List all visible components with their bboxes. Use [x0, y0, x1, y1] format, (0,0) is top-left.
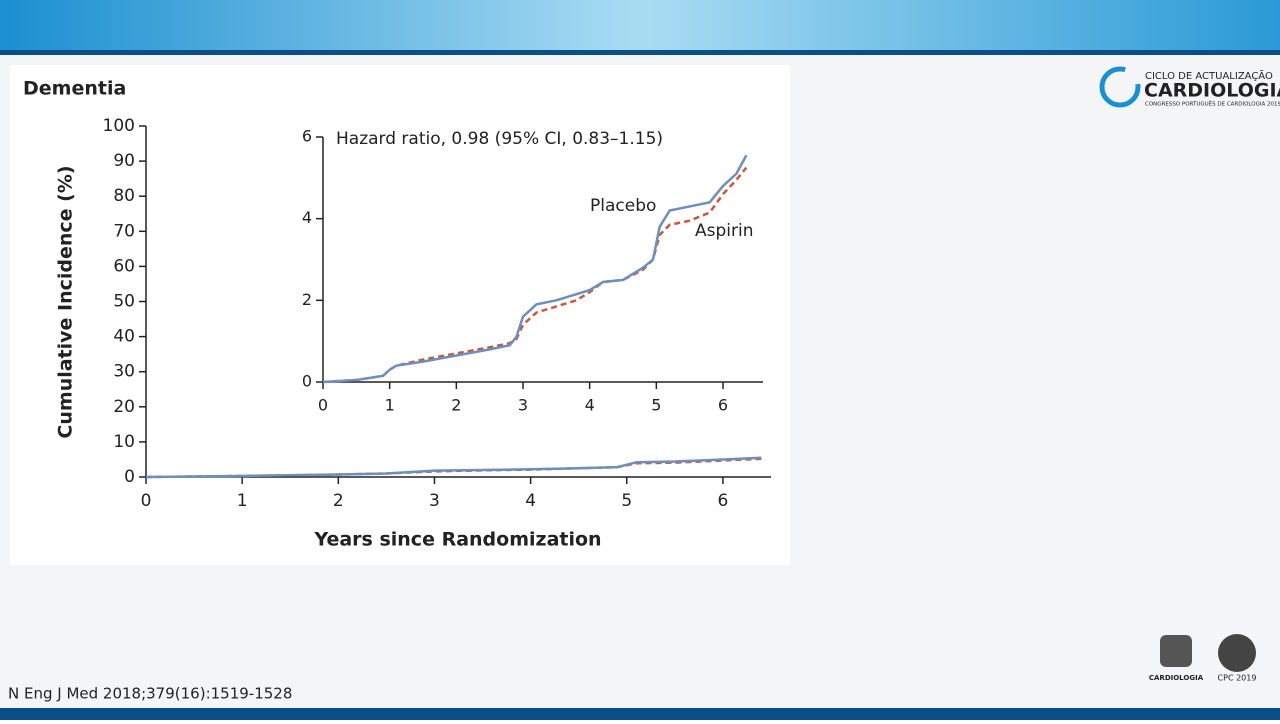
y-tick-label: 30 [113, 362, 135, 382]
x-tick-label: 1 [237, 491, 248, 511]
y-tick-label: 50 [113, 292, 135, 312]
x-tick-label: 5 [621, 491, 632, 511]
society-icon [1160, 635, 1192, 667]
y-tick-label: 10 [113, 432, 135, 452]
series-line [322, 154, 748, 384]
x-tick-label: 6 [718, 491, 729, 511]
logo-text: CARDIOLOGIA [1144, 80, 1280, 102]
chart-title: Dementia [23, 78, 126, 100]
y-tick-label: 0 [302, 372, 312, 391]
citation: N Eng J Med 2018;379(16):1519-1528 [8, 685, 292, 703]
y-tick-label: 80 [113, 186, 135, 206]
logo-ring [1099, 66, 1141, 108]
y-tick-label: 6 [302, 127, 312, 146]
x-tick-label: 3 [518, 396, 528, 415]
x-tick-label: 4 [585, 396, 595, 415]
y-axis-label: Cumulative Incidence (%) [55, 165, 77, 438]
cpc-text: CPC 2019 [1218, 674, 1257, 683]
y-tick-label: 70 [113, 221, 135, 241]
cpc-icon [1218, 634, 1256, 672]
chart-panel [10, 65, 790, 565]
series-label: Placebo [590, 196, 656, 216]
y-tick-label: 4 [302, 208, 312, 227]
x-tick-label: 6 [718, 396, 728, 415]
series-label: Aspirin [695, 221, 754, 241]
footer-stripe [0, 708, 1280, 720]
series-line [145, 456, 762, 479]
x-tick-label: 1 [385, 396, 395, 415]
header-banner [0, 0, 1280, 50]
y-tick-label: 100 [103, 116, 135, 136]
y-tick-label: 40 [113, 327, 135, 347]
x-tick-label: 4 [525, 491, 536, 511]
society-text: CARDIOLOGIA [1149, 674, 1204, 682]
x-tick-label: 0 [318, 396, 328, 415]
x-tick-label: 3 [429, 491, 440, 511]
annotation: Hazard ratio, 0.98 (95% CI, 0.83–1.15) [336, 129, 663, 149]
x-axis-label: Years since Randomization [313, 529, 601, 551]
y-tick-label: 2 [302, 290, 312, 309]
x-tick-label: 5 [651, 396, 661, 415]
header-stripe [0, 50, 1280, 55]
y-tick-label: 0 [124, 467, 135, 487]
x-tick-label: 2 [333, 491, 344, 511]
logo-text: CICLO DE ACTUALIZAÇÃO [1145, 69, 1273, 82]
logo-text: CONGRESSO PORTUGUÊS DE CARDIOLOGIA 2019 [1145, 100, 1280, 108]
x-tick-label: 0 [141, 491, 152, 511]
y-tick-label: 20 [113, 397, 135, 417]
y-tick-label: 90 [113, 151, 135, 171]
x-tick-label: 2 [451, 396, 461, 415]
y-tick-label: 60 [113, 256, 135, 276]
